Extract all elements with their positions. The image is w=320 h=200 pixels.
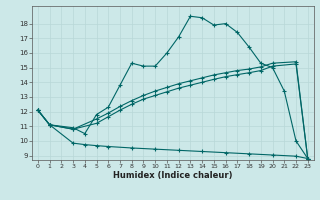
X-axis label: Humidex (Indice chaleur): Humidex (Indice chaleur)	[113, 171, 233, 180]
